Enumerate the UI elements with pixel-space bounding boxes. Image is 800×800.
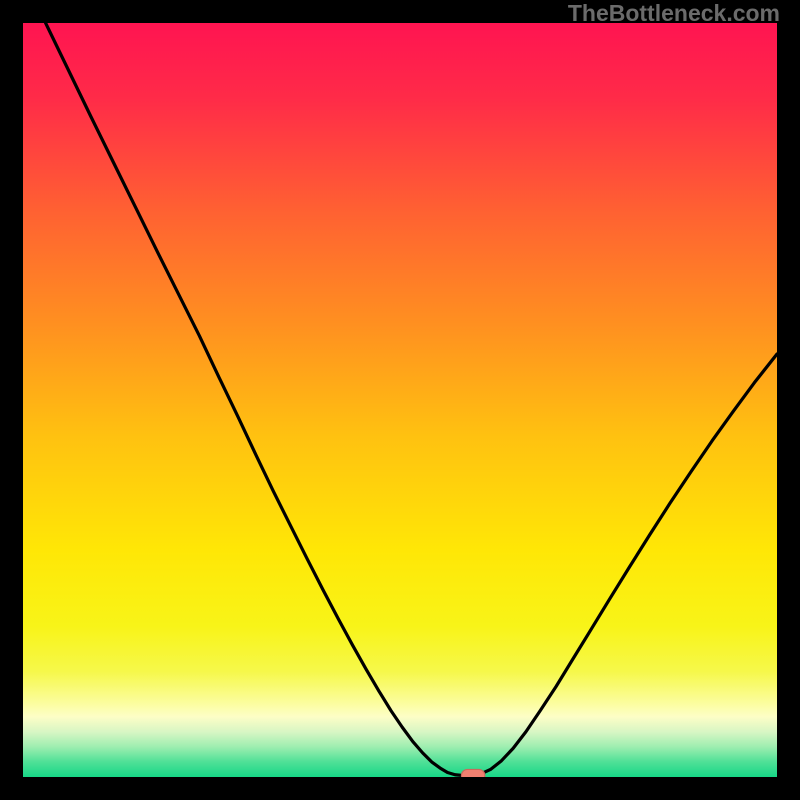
optimal-marker bbox=[461, 769, 484, 777]
chart-frame: TheBottleneck.com bbox=[0, 0, 800, 800]
chart-background bbox=[23, 23, 777, 777]
bottleneck-chart bbox=[23, 23, 777, 777]
